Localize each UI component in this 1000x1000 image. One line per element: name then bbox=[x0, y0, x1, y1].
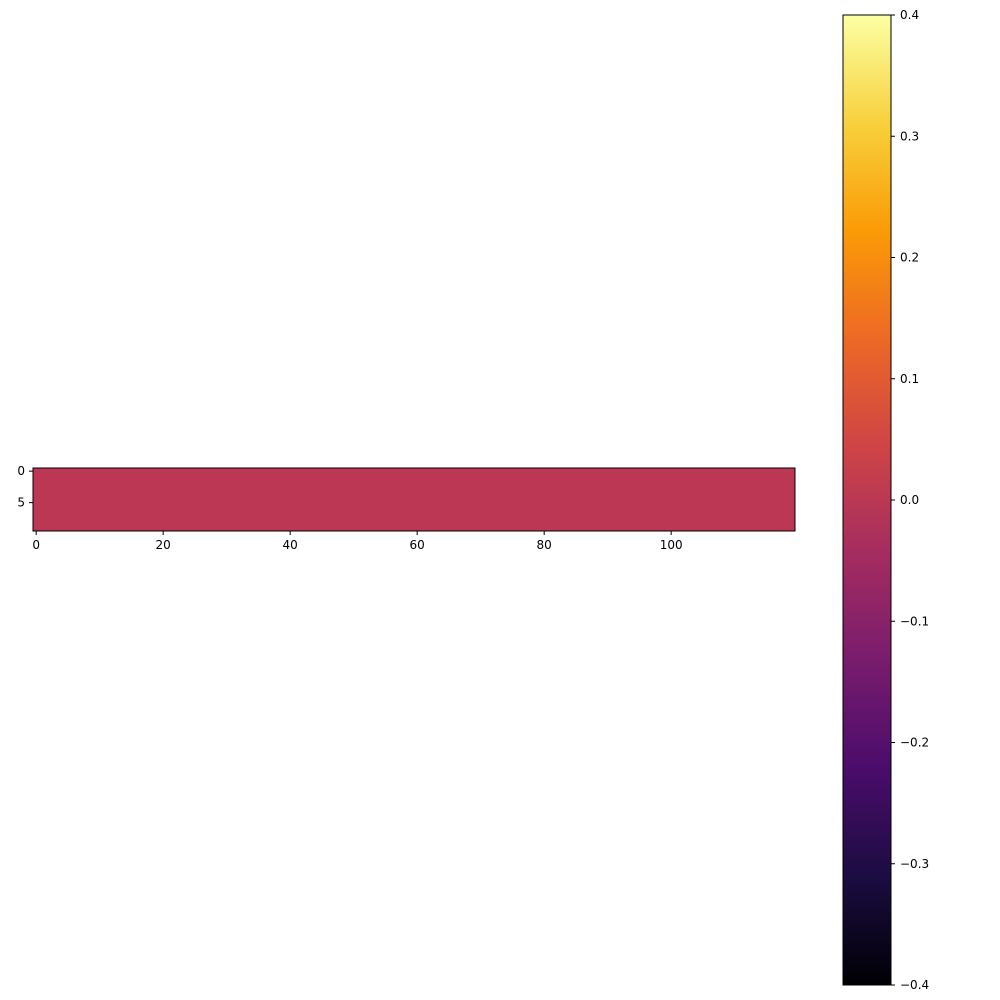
colorbar-ticks: 0.4 0.3 0.2 0.1 0.0 −0.1 −0.2 −0.3 −0.4 bbox=[891, 8, 929, 992]
colorbar-tick-label: −0.1 bbox=[900, 614, 929, 628]
y-tick-label: 5 bbox=[17, 496, 25, 510]
colorbar-gradient bbox=[843, 15, 891, 985]
y-axis-ticks: 05 bbox=[17, 464, 33, 510]
colorbar: 0.4 0.3 0.2 0.1 0.0 −0.1 −0.2 −0.3 −0.4 bbox=[842, 8, 929, 992]
colorbar-tick-label: −0.4 bbox=[900, 978, 929, 992]
y-tick-label: 0 bbox=[17, 464, 25, 478]
colorbar-tick-label: 0.1 bbox=[900, 372, 919, 386]
heatmap-cells-fill bbox=[33, 468, 795, 531]
x-tick-label: 80 bbox=[537, 538, 552, 552]
x-tick-label: 100 bbox=[660, 538, 683, 552]
heatmap-frame bbox=[32, 467, 796, 532]
colorbar-tick-label: 0.2 bbox=[900, 251, 919, 265]
x-axis-ticks: 0 20 40 60 80 100 bbox=[32, 531, 683, 552]
heatmap-cells bbox=[33, 468, 795, 531]
x-tick-label: 40 bbox=[283, 538, 298, 552]
colorbar-tick-label: −0.2 bbox=[900, 736, 929, 750]
colorbar-tick-label: −0.3 bbox=[900, 857, 929, 871]
heatmap-axes: 0 20 40 60 80 100 05 bbox=[17, 464, 796, 552]
colorbar-tick-label: 0.0 bbox=[900, 493, 919, 507]
colorbar-tick-label: 0.4 bbox=[900, 8, 919, 22]
x-tick-label: 0 bbox=[32, 538, 40, 552]
x-tick-label: 60 bbox=[410, 538, 425, 552]
x-tick-label: 20 bbox=[156, 538, 171, 552]
colorbar-tick-label: 0.3 bbox=[900, 129, 919, 143]
